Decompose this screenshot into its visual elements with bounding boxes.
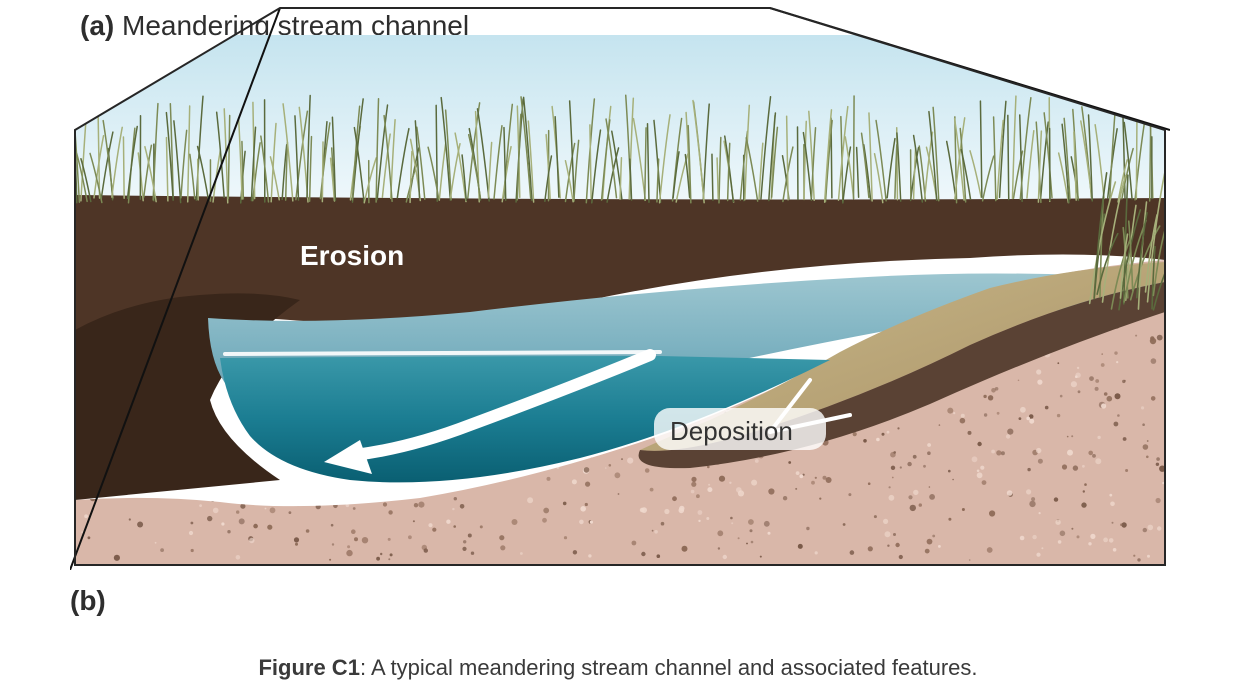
caption-fignum: Figure C1 xyxy=(258,655,359,680)
stream-diagram: Erosion Deposition xyxy=(70,0,1170,570)
erosion-label: Erosion xyxy=(300,240,404,271)
figure-canvas: (a) Meandering stream channel xyxy=(0,0,1236,692)
clipped-scene: Erosion Deposition xyxy=(70,35,1170,565)
panel-b-label: (b) xyxy=(70,585,106,617)
caption-text: : A typical meandering stream channel an… xyxy=(360,655,978,680)
waterline xyxy=(225,352,660,354)
deposition-label: Deposition xyxy=(670,416,793,446)
figure-caption: Figure C1: A typical meandering stream c… xyxy=(0,655,1236,681)
deposition-label-group: Deposition xyxy=(654,408,826,450)
